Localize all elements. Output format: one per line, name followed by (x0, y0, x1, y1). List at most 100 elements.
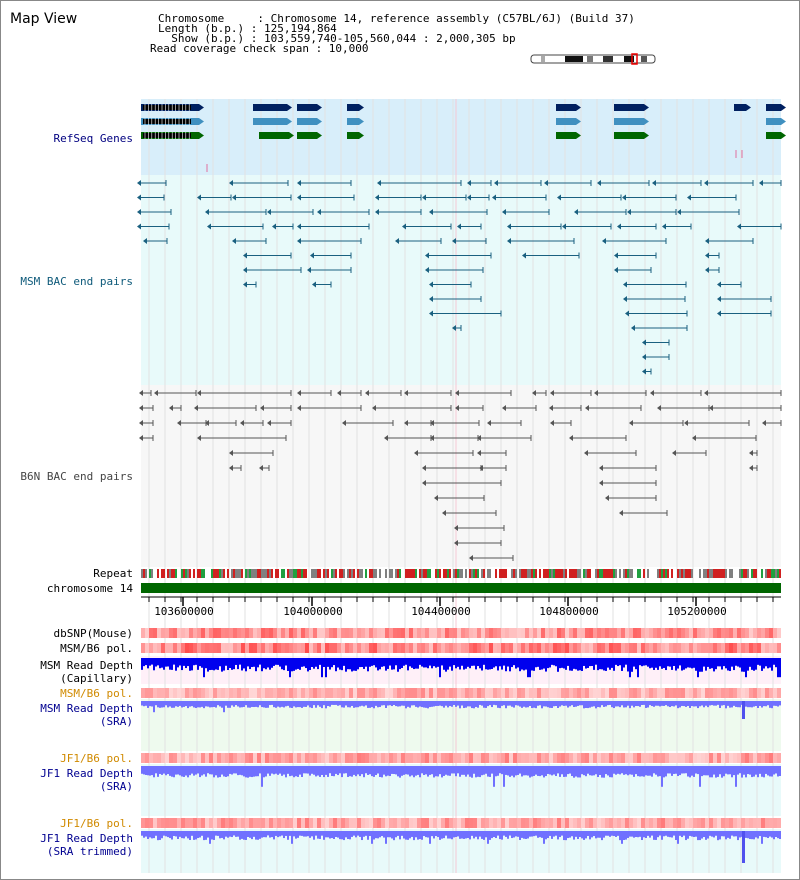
msm-b6-pol-cell (493, 643, 497, 653)
msm-b6-pol-sra-cell (401, 688, 405, 698)
repeat-element (571, 569, 573, 578)
jf1-trim-depth-bar (257, 831, 259, 840)
jf1-trim-depth-bar (733, 831, 735, 837)
msm-capillary-depth-bar (375, 658, 377, 668)
track-label-msm-b6-pol-sra[interactable]: MSM/B6 pol. (60, 687, 133, 700)
jf1-trim-depth-bar (251, 831, 253, 840)
jf1-b6-pol-2-cell (645, 818, 649, 828)
jf1-b6-pol-2-cell (541, 818, 545, 828)
jf1-sra-depth-bar (273, 766, 275, 775)
jf1-sra-depth-bar (631, 766, 633, 775)
msm-capillary-depth-bar (287, 658, 289, 671)
jf1-sra-depth-bar (471, 766, 473, 778)
jf1-trim-depth-bar (207, 831, 209, 838)
track-label-b6n-bac[interactable]: B6N BAC end pairs (20, 470, 133, 483)
track-label-dbsnp[interactable]: dbSNP(Mouse) (53, 627, 133, 640)
jf1-sra-depth-bar (445, 766, 447, 775)
jf1-sra-depth-bar (487, 766, 489, 777)
msm-capillary-depth-bar (601, 658, 603, 670)
repeat-element (753, 569, 755, 578)
msm-b6-pol-sra-cell (217, 688, 221, 698)
msm-b6-pol-cell (237, 643, 241, 653)
msm-sra-depth-bar (219, 701, 221, 707)
repeat-element (465, 569, 467, 578)
msm-b6-pol-cell (209, 643, 213, 653)
jf1-sra-depth-bar (465, 766, 467, 777)
dbsnp-cell (161, 628, 165, 638)
track-label-jf1-read-depth-trimmed[interactable]: JF1 Read Depth (SRA trimmed) (40, 832, 133, 858)
jf1-sra-depth-bar (347, 766, 349, 777)
msm-sra-depth-bar (329, 701, 331, 707)
msm-bac-pair-end (623, 281, 627, 288)
jf1-sra-depth-bar (595, 766, 597, 775)
jf1-b6-pol-cell (309, 753, 313, 763)
track-label-msm-read-depth-capillary[interactable]: MSM Read Depth (Capillary) (40, 659, 133, 685)
msm-b6-pol-cell (377, 643, 381, 653)
track-label-jf1-b6-pol-2[interactable]: JF1/B6 pol. (60, 817, 133, 830)
msm-capillary-depth-bar (555, 658, 557, 667)
jf1-sra-depth-bar (329, 766, 331, 774)
jf1-b6-pol-cell (421, 753, 425, 763)
msm-bac-pair-end (623, 296, 627, 302)
msm-sra-depth-bar (265, 701, 267, 708)
jf1-b6-pol-cell (657, 753, 661, 763)
track-label-jf1-read-depth-sra[interactable]: JF1 Read Depth (SRA) (40, 767, 133, 793)
dbsnp-cell (185, 628, 189, 638)
jf1-sra-depth-bar (545, 766, 547, 777)
jf1-sra-depth-bar (361, 766, 363, 775)
msm-b6-pol-cell (585, 643, 589, 653)
msm-capillary-depth-bar (699, 658, 701, 672)
msm-capillary-depth-bar (619, 658, 621, 666)
jf1-b6-pol-2-cell (397, 818, 401, 828)
track-label-chromosome[interactable]: chromosome 14 (46, 582, 133, 595)
msm-b6-pol-sra-cell (765, 688, 769, 698)
jf1-sra-depth-bar (177, 766, 179, 775)
jf1-b6-pol-2-cell (249, 818, 253, 828)
jf1-trim-depth-bar (149, 831, 151, 838)
refseq-gene (297, 118, 317, 125)
jf1-sra-depth-bar (203, 766, 205, 775)
msm-b6-pol-sra-cell (713, 688, 717, 698)
msm-capillary-depth-bar (361, 658, 363, 667)
jf1-sra-depth-bar (345, 766, 347, 774)
msm-b6-pol-cell (361, 643, 365, 653)
jf1-b6-pol-2-cell (293, 818, 297, 828)
track-label-refseq[interactable]: RefSeq Genes (53, 132, 133, 145)
track-label-msm-bac[interactable]: MSM BAC end pairs (20, 275, 133, 288)
msm-b6-pol-cell (597, 643, 601, 653)
msm-capillary-depth-bar (267, 658, 269, 668)
msm-sra-depth-bar (551, 701, 553, 709)
msm-bac-pair-end (137, 209, 141, 215)
track-label-msm-b6-pol[interactable]: MSM/B6 pol. (60, 642, 133, 655)
track-label-msm-read-depth-sra[interactable]: MSM Read Depth (SRA) (40, 702, 133, 728)
msm-bac-pair-end (642, 354, 646, 360)
jf1-b6-pol-cell (545, 753, 549, 763)
jf1-b6-pol-cell (149, 753, 153, 763)
jf1-trim-depth-bar (317, 831, 319, 839)
msm-capillary-depth-bar (443, 658, 445, 670)
refseq-gene-exons (143, 133, 191, 138)
dbsnp-cell (477, 628, 481, 638)
chromosome-ideogram[interactable] (529, 53, 659, 65)
msm-sra-depth-bar (475, 701, 477, 707)
msm-capillary-depth-bar (253, 658, 255, 667)
msm-b6-pol-sra-cell (705, 688, 709, 698)
msm-sra-depth-bar (177, 701, 179, 707)
msm-b6-pol-cell (513, 643, 517, 653)
jf1-sra-depth-bar (493, 766, 495, 787)
msm-capillary-depth-bar (387, 658, 389, 669)
msm-capillary-depth-bar (265, 658, 267, 670)
jf1-trim-depth-bar (467, 831, 469, 838)
msm-sra-depth-bar (343, 701, 345, 708)
jf1-sra-depth-bar (357, 766, 359, 775)
jf1-b6-pol-2-cell (585, 818, 589, 828)
msm-capillary-depth-bar (581, 658, 583, 671)
jf1-b6-pol-2-cell (477, 818, 481, 828)
track-label-jf1-b6-pol[interactable]: JF1/B6 pol. (60, 752, 133, 765)
msm-b6-pol-cell (705, 643, 709, 653)
track-label-repeat[interactable]: Repeat (93, 567, 133, 580)
msm-bac-pair-end (662, 223, 666, 230)
msm-sra-depth-bar (231, 701, 233, 706)
msm-capillary-depth-bar (655, 658, 657, 668)
